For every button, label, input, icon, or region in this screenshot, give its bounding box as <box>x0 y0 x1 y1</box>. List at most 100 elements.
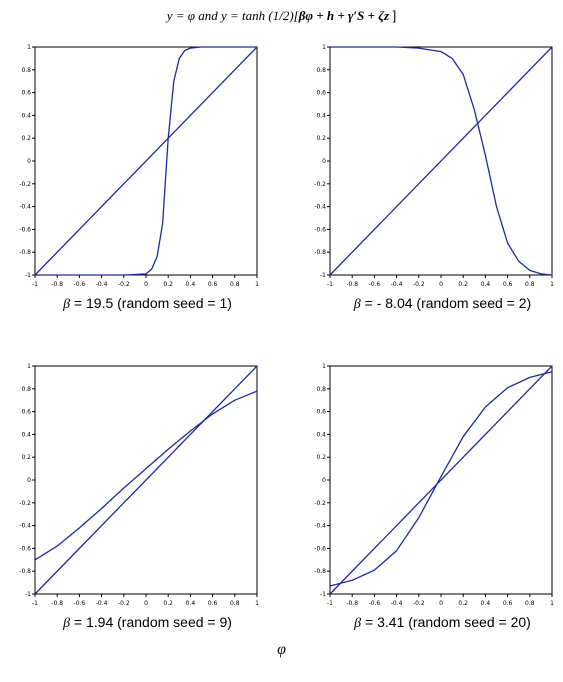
y-tick-label: 0.8 <box>316 386 326 393</box>
y-tick-label: 0.2 <box>21 454 31 461</box>
tanh-curve <box>329 371 553 587</box>
plot-1: -1 -0.8 -0.6 -0.4 -0.2 0 0.2 0.4 0.6 0.8 1 1 0.8 0.6 0… <box>19 44 259 288</box>
y-tick-label: -0.4 <box>19 204 31 211</box>
y-tick-label: -1 <box>25 591 31 598</box>
y-tick-label: 0.6 <box>316 90 326 97</box>
x-tick-label: 0.8 <box>230 600 240 607</box>
y-tick-label: -1 <box>320 591 326 598</box>
caption-text: = 1.94 (random seed = 9) <box>70 614 232 630</box>
identity-line <box>329 46 553 276</box>
y-tick-label: 0.4 <box>316 112 326 119</box>
beta-symbol: β <box>63 297 71 312</box>
x-tick-label: 0 <box>439 281 443 288</box>
x-tick-label: 0.2 <box>163 600 173 607</box>
tanh-curve <box>34 390 258 561</box>
x-tick-label: -0.8 <box>346 600 358 607</box>
tanh-curve <box>35 46 257 276</box>
y-tick-label: 1 <box>322 363 326 370</box>
tanh-curve <box>330 46 553 276</box>
identity-line <box>34 365 258 595</box>
x-tick-label: 0.6 <box>503 600 513 607</box>
y-tick-label: 0.2 <box>316 454 326 461</box>
plot-2: -1 -0.8 -0.6 -0.4 -0.2 0 0.2 0.4 0.6 0.8 1 1 0.8 0.6 0… <box>314 44 554 288</box>
y-tick-label: -0.8 <box>19 568 31 575</box>
y-tick-label: -0.2 <box>19 181 31 188</box>
title-suffix: ] <box>389 8 397 23</box>
x-tick-label: -0.2 <box>118 281 130 288</box>
x-tick-label: 0 <box>144 600 148 607</box>
y-tick-label: -0.2 <box>19 500 31 507</box>
y-tick-label: 0.8 <box>316 67 326 74</box>
y-tick-label: 0.4 <box>316 431 326 438</box>
x-tick-label: -1 <box>32 600 38 607</box>
x-tick-label: 0.4 <box>481 281 491 288</box>
x-tick-label: 1 <box>550 281 554 288</box>
chart-panel-3: -1 -0.8 -0.6 -0.4 -0.2 0 0.2 0.4 0.6 0.8 1 1 0.8 0.6 0… <box>19 361 265 636</box>
x-tick-label: -0.4 <box>96 600 108 607</box>
x-tick-label: 0.2 <box>163 281 173 288</box>
x-tick-label: -0.6 <box>369 600 381 607</box>
caption-text: = - 8.04 (random seed = 2) <box>360 295 532 311</box>
x-tick-label: 0.8 <box>230 281 240 288</box>
x-tick-label: 0 <box>439 600 443 607</box>
caption-text: = 19.5 (random seed = 1) <box>70 295 232 311</box>
y-tick-label: -0.4 <box>314 523 326 530</box>
caption-text: = 3.41 (random seed = 20) <box>361 614 531 630</box>
plot-3: -1 -0.8 -0.6 -0.4 -0.2 0 0.2 0.4 0.6 0.8 1 1 0.8 0.6 0… <box>19 363 259 607</box>
chart-title: y = φ and y = tanh (1/2)[βφ + h + γ′S + … <box>0 8 563 24</box>
y-tick-label: 0 <box>322 477 326 484</box>
y-tick-label: 0.6 <box>21 90 31 97</box>
x-tick-label: 0.8 <box>525 281 535 288</box>
y-tick-label: 0.8 <box>21 67 31 74</box>
x-tick-label: -0.2 <box>118 600 130 607</box>
x-tick-label: -0.4 <box>96 281 108 288</box>
beta-symbol: β <box>63 616 71 631</box>
y-tick-label: -1 <box>320 272 326 279</box>
identity-line <box>329 365 553 595</box>
x-tick-label: -0.2 <box>413 600 425 607</box>
x-tick-label: 0.6 <box>208 600 218 607</box>
y-tick-label: -0.2 <box>314 181 326 188</box>
x-tick-label: 0.2 <box>458 281 468 288</box>
x-tick-label: 0 <box>144 281 148 288</box>
chart-panel-4: -1 -0.8 -0.6 -0.4 -0.2 0 0.2 0.4 0.6 0.8 1 1 0.8 0.6 0… <box>314 361 563 636</box>
caption-4: β = 3.41 (random seed = 20) <box>320 614 563 632</box>
y-tick-label: -1 <box>25 272 31 279</box>
chart-panel-1: -1 -0.8 -0.6 -0.4 -0.2 0 0.2 0.4 0.6 0.8 1 1 0.8 0.6 0… <box>19 42 265 317</box>
y-tick-label: 1 <box>27 363 31 370</box>
title-prefix: y = φ and y = tanh (1/2)[ <box>166 8 299 23</box>
x-axis-variable: φ <box>277 641 286 658</box>
y-tick-label: 0 <box>322 158 326 165</box>
x-tick-label: -0.6 <box>74 600 86 607</box>
x-tick-label: -1 <box>32 281 38 288</box>
x-tick-label: -0.4 <box>391 600 403 607</box>
x-tick-label: -0.8 <box>51 281 63 288</box>
y-tick-label: -0.6 <box>19 226 31 233</box>
caption-3: β = 1.94 (random seed = 9) <box>25 614 270 632</box>
x-tick-label: -0.6 <box>74 281 86 288</box>
x-tick-label: 1 <box>255 600 259 607</box>
y-tick-label: -0.8 <box>314 568 326 575</box>
y-tick-label: 0.6 <box>316 409 326 416</box>
x-tick-label: 1 <box>550 600 554 607</box>
x-tick-label: -0.2 <box>413 281 425 288</box>
x-tick-label: 0.2 <box>458 600 468 607</box>
y-tick-label: 0 <box>27 477 31 484</box>
x-tick-label: -0.4 <box>391 281 403 288</box>
y-tick-label: -0.8 <box>19 249 31 256</box>
x-tick-label: -1 <box>327 600 333 607</box>
x-tick-label: -1 <box>327 281 333 288</box>
y-tick-label: 1 <box>27 44 31 51</box>
y-tick-label: -0.6 <box>314 226 326 233</box>
y-tick-label: 1 <box>322 44 326 51</box>
title-expression: βφ + h + γ′S + ζz <box>298 8 390 23</box>
x-tick-label: 0.4 <box>186 281 196 288</box>
chart-panel-2: -1 -0.8 -0.6 -0.4 -0.2 0 0.2 0.4 0.6 0.8 1 1 0.8 0.6 0… <box>314 42 560 317</box>
y-tick-label: 0 <box>27 158 31 165</box>
y-tick-label: 0.2 <box>21 135 31 142</box>
x-tick-label: 1 <box>255 281 259 288</box>
x-tick-label: 0.4 <box>481 600 491 607</box>
identity-line <box>34 46 258 276</box>
x-tick-label: -0.8 <box>346 281 358 288</box>
beta-symbol: β <box>353 297 361 312</box>
